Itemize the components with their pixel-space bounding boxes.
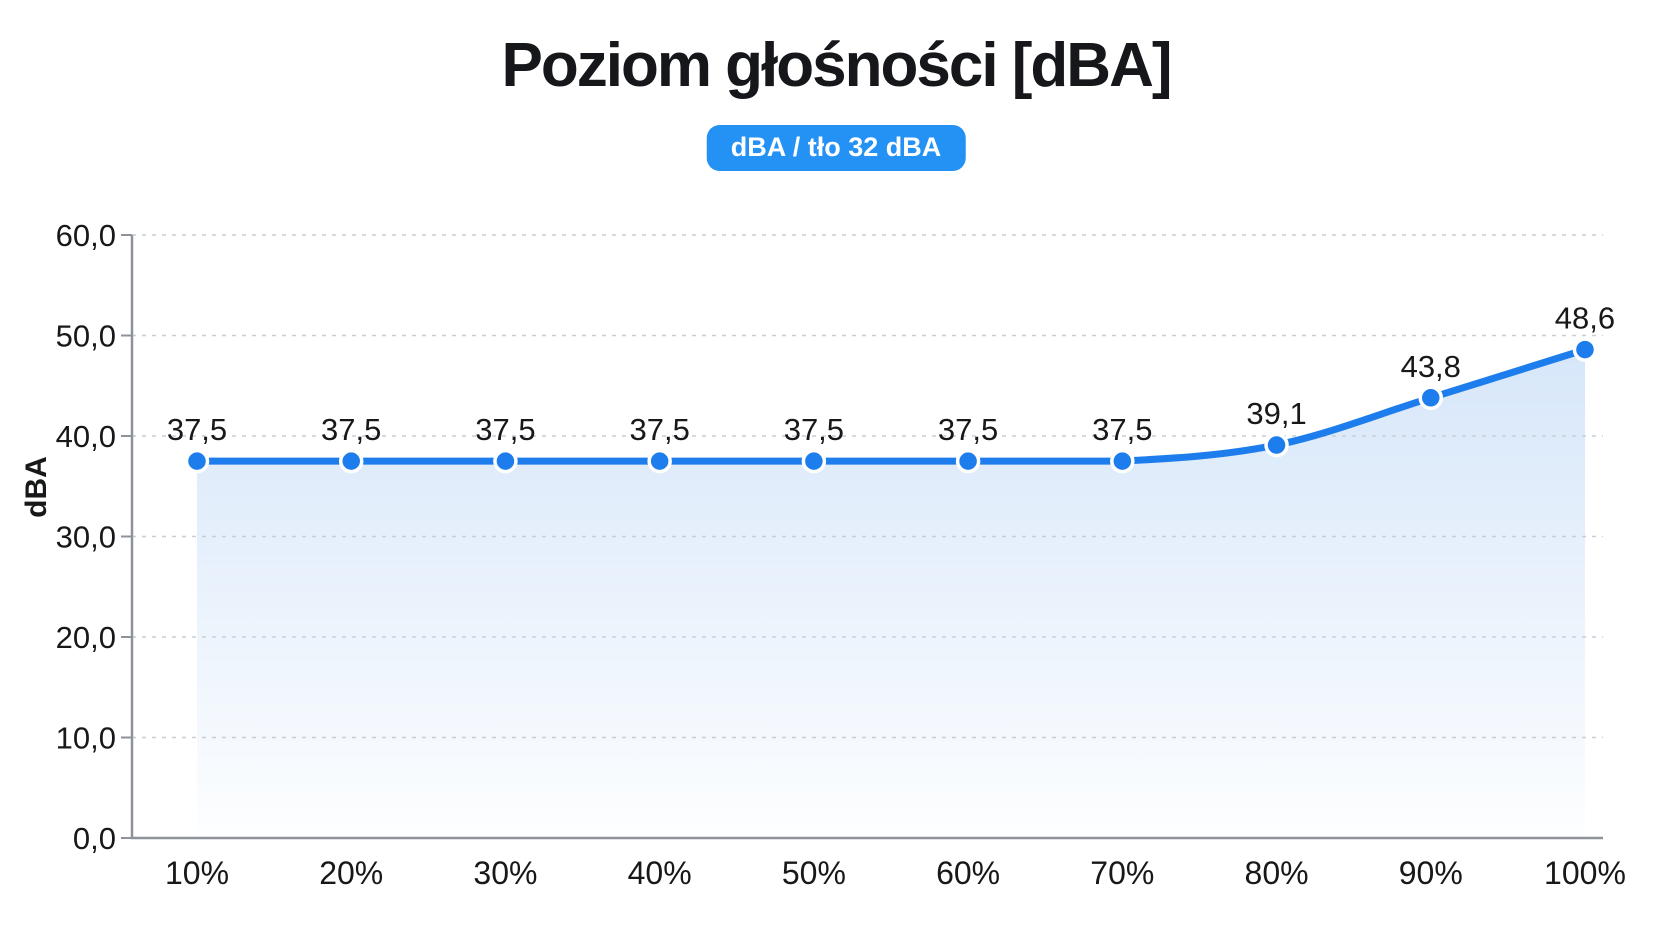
x-tick-label: 80% bbox=[1245, 855, 1309, 891]
data-point[interactable] bbox=[955, 448, 981, 474]
series-area bbox=[197, 349, 1585, 838]
x-tick-label: 60% bbox=[936, 855, 1000, 891]
data-point-label: 37,5 bbox=[784, 412, 844, 447]
data-point-label: 37,5 bbox=[1092, 412, 1152, 447]
x-tick-label: 50% bbox=[782, 855, 846, 891]
data-point-label: 37,5 bbox=[167, 412, 227, 447]
y-tick-label: 20,0 bbox=[56, 620, 116, 655]
data-point[interactable] bbox=[338, 448, 364, 474]
legend-badge[interactable]: dBA / tło 32 dBA bbox=[706, 125, 966, 171]
data-point[interactable] bbox=[1418, 385, 1444, 411]
data-point[interactable] bbox=[647, 448, 672, 474]
data-point[interactable] bbox=[1110, 448, 1135, 474]
data-point-label: 37,5 bbox=[629, 412, 689, 447]
data-point-label: 37,5 bbox=[938, 412, 998, 447]
data-point[interactable] bbox=[184, 448, 210, 474]
data-point[interactable] bbox=[801, 448, 827, 474]
y-axis-title: dBA bbox=[20, 456, 53, 518]
x-tick-label: 100% bbox=[1544, 855, 1626, 891]
y-tick-label: 10,0 bbox=[56, 721, 116, 756]
data-point[interactable] bbox=[1572, 337, 1598, 362]
data-point-label: 37,5 bbox=[321, 412, 381, 447]
y-tick-label: 50,0 bbox=[56, 319, 116, 354]
data-point[interactable] bbox=[1264, 432, 1289, 458]
y-tick-label: 0,0 bbox=[73, 821, 116, 856]
y-tick-label: 60,0 bbox=[56, 218, 116, 253]
axis-lines bbox=[130, 235, 1603, 840]
y-tick-label: 30,0 bbox=[56, 520, 116, 555]
x-tick-label: 70% bbox=[1090, 855, 1154, 891]
x-tick-label: 20% bbox=[319, 855, 383, 891]
x-tick-label: 10% bbox=[165, 855, 229, 891]
chart-title: Poziom głośności [dBA] bbox=[501, 31, 1173, 100]
data-point-label: 48,6 bbox=[1555, 301, 1615, 336]
x-tick-label: 30% bbox=[473, 855, 537, 891]
data-point-label: 39,1 bbox=[1246, 396, 1306, 431]
series-line bbox=[193, 346, 1589, 465]
x-tick-label: 90% bbox=[1399, 855, 1463, 891]
y-tick-label: 40,0 bbox=[56, 419, 116, 454]
data-point[interactable] bbox=[493, 448, 518, 474]
x-tick-label: 40% bbox=[628, 855, 692, 891]
data-point-label: 43,8 bbox=[1401, 349, 1461, 384]
data-point-label: 37,5 bbox=[475, 412, 535, 447]
